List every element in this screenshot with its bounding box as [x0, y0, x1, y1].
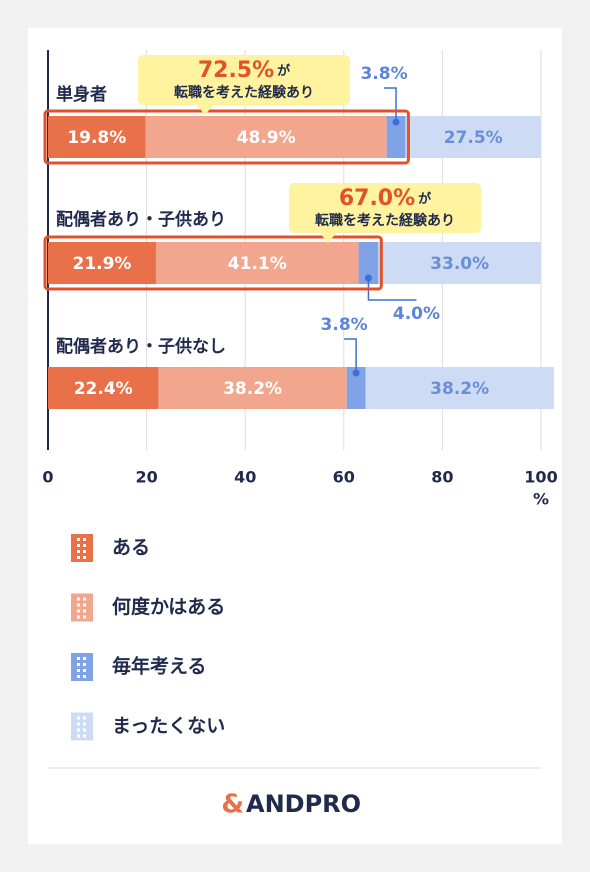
bar-segment: [378, 242, 541, 284]
logo-mark: &: [221, 790, 244, 820]
value-label: 33.0%: [430, 254, 489, 274]
bar-segment: [48, 116, 146, 158]
callout-suffix: が: [418, 191, 431, 207]
value-label: 4.0%: [393, 304, 440, 324]
legend-label: 毎年考える: [112, 655, 206, 678]
bar-segment: [358, 242, 379, 284]
x-axis-label: %: [533, 490, 549, 509]
legend-window: [77, 609, 80, 613]
legend-window: [83, 609, 86, 613]
legend-window: [77, 734, 80, 738]
value-label: 22.4%: [74, 379, 133, 399]
legend-window: [77, 722, 80, 726]
callout-pointer: [319, 232, 337, 243]
legend-window: [83, 615, 86, 619]
legend-window: [83, 603, 86, 607]
value-label: 27.5%: [444, 128, 503, 148]
value-label: 48.9%: [237, 128, 296, 148]
legend-window: [77, 675, 80, 678]
callout-value: 67.0%: [339, 186, 415, 211]
legend-window: [77, 657, 80, 660]
callout-suffix: が: [277, 63, 290, 79]
legend-label: 何度かはある: [112, 595, 225, 618]
category-label: 配偶者あり・子供なし: [56, 336, 226, 357]
callout-text: 転職を考えた経験あり: [315, 212, 455, 229]
value-label: 3.8%: [321, 315, 368, 335]
legend-window: [83, 675, 86, 678]
callout-box: [289, 183, 481, 233]
bar-segment: [145, 116, 387, 158]
callout-value: 72.5%: [198, 58, 274, 83]
x-tick-label: 100: [524, 468, 557, 487]
x-tick-label: 60: [333, 468, 355, 487]
value-label: 38.2%: [430, 379, 489, 399]
legend-window: [83, 544, 86, 547]
bar-segment: [346, 367, 366, 409]
legend-window: [83, 716, 86, 720]
legend-window: [77, 550, 80, 553]
value-label: 21.9%: [72, 254, 131, 274]
highlight-box: [43, 109, 410, 165]
legend-window: [83, 669, 86, 672]
logo: ANDPRO: [246, 790, 361, 818]
callout-line: [344, 338, 357, 373]
value-label: 41.1%: [228, 254, 287, 274]
x-tick-label: 80: [431, 468, 453, 487]
legend-label: ある: [112, 537, 150, 559]
legend-window: [83, 538, 86, 541]
legend-swatch: [71, 653, 93, 681]
highlight-box: [43, 235, 383, 291]
value-label: 3.8%: [360, 64, 407, 84]
legend-window: [77, 597, 80, 601]
legend-window: [83, 657, 86, 660]
category-label: 配偶者あり・子供あり: [56, 209, 226, 230]
legend-window: [77, 556, 80, 559]
legend-window: [77, 728, 80, 732]
legend-window: [77, 663, 80, 666]
callout-line: [367, 278, 417, 301]
legend-window: [77, 603, 80, 607]
legend-label: まったくない: [112, 715, 225, 737]
bar-segment: [155, 242, 359, 284]
x-tick-label: 40: [234, 468, 256, 487]
legend-window: [83, 556, 86, 559]
x-tick-label: 20: [135, 468, 157, 487]
bar-segment: [365, 367, 554, 409]
legend-window: [83, 728, 86, 732]
legend-swatch: [71, 534, 93, 562]
bar-segment: [405, 116, 541, 158]
callout-pointer: [196, 104, 214, 115]
bar-segment: [48, 242, 156, 284]
legend-window: [83, 734, 86, 738]
legend-window: [83, 663, 86, 666]
legend-swatch: [71, 712, 93, 741]
legend-window: [77, 669, 80, 672]
bar-segment: [386, 116, 406, 158]
callout-text: 転職を考えた経験あり: [174, 84, 314, 101]
callout-title: 67.0% が: [339, 186, 431, 211]
legend-window: [77, 538, 80, 541]
callout-box: [138, 55, 350, 105]
legend-window: [83, 550, 86, 553]
callout-title: 72.5% が: [198, 58, 290, 83]
legend-window: [77, 544, 80, 547]
legend-window: [83, 722, 86, 726]
bar-segment: [158, 367, 347, 409]
legend-window: [77, 615, 80, 619]
value-label: 38.2%: [223, 379, 282, 399]
bar-segment: [48, 367, 159, 409]
legend-window: [83, 597, 86, 601]
legend-swatch: [71, 593, 93, 622]
category-label: 単身者: [56, 84, 107, 105]
x-tick-label: 0: [42, 468, 53, 487]
legend-window: [77, 716, 80, 720]
value-label: 19.8%: [67, 128, 126, 148]
